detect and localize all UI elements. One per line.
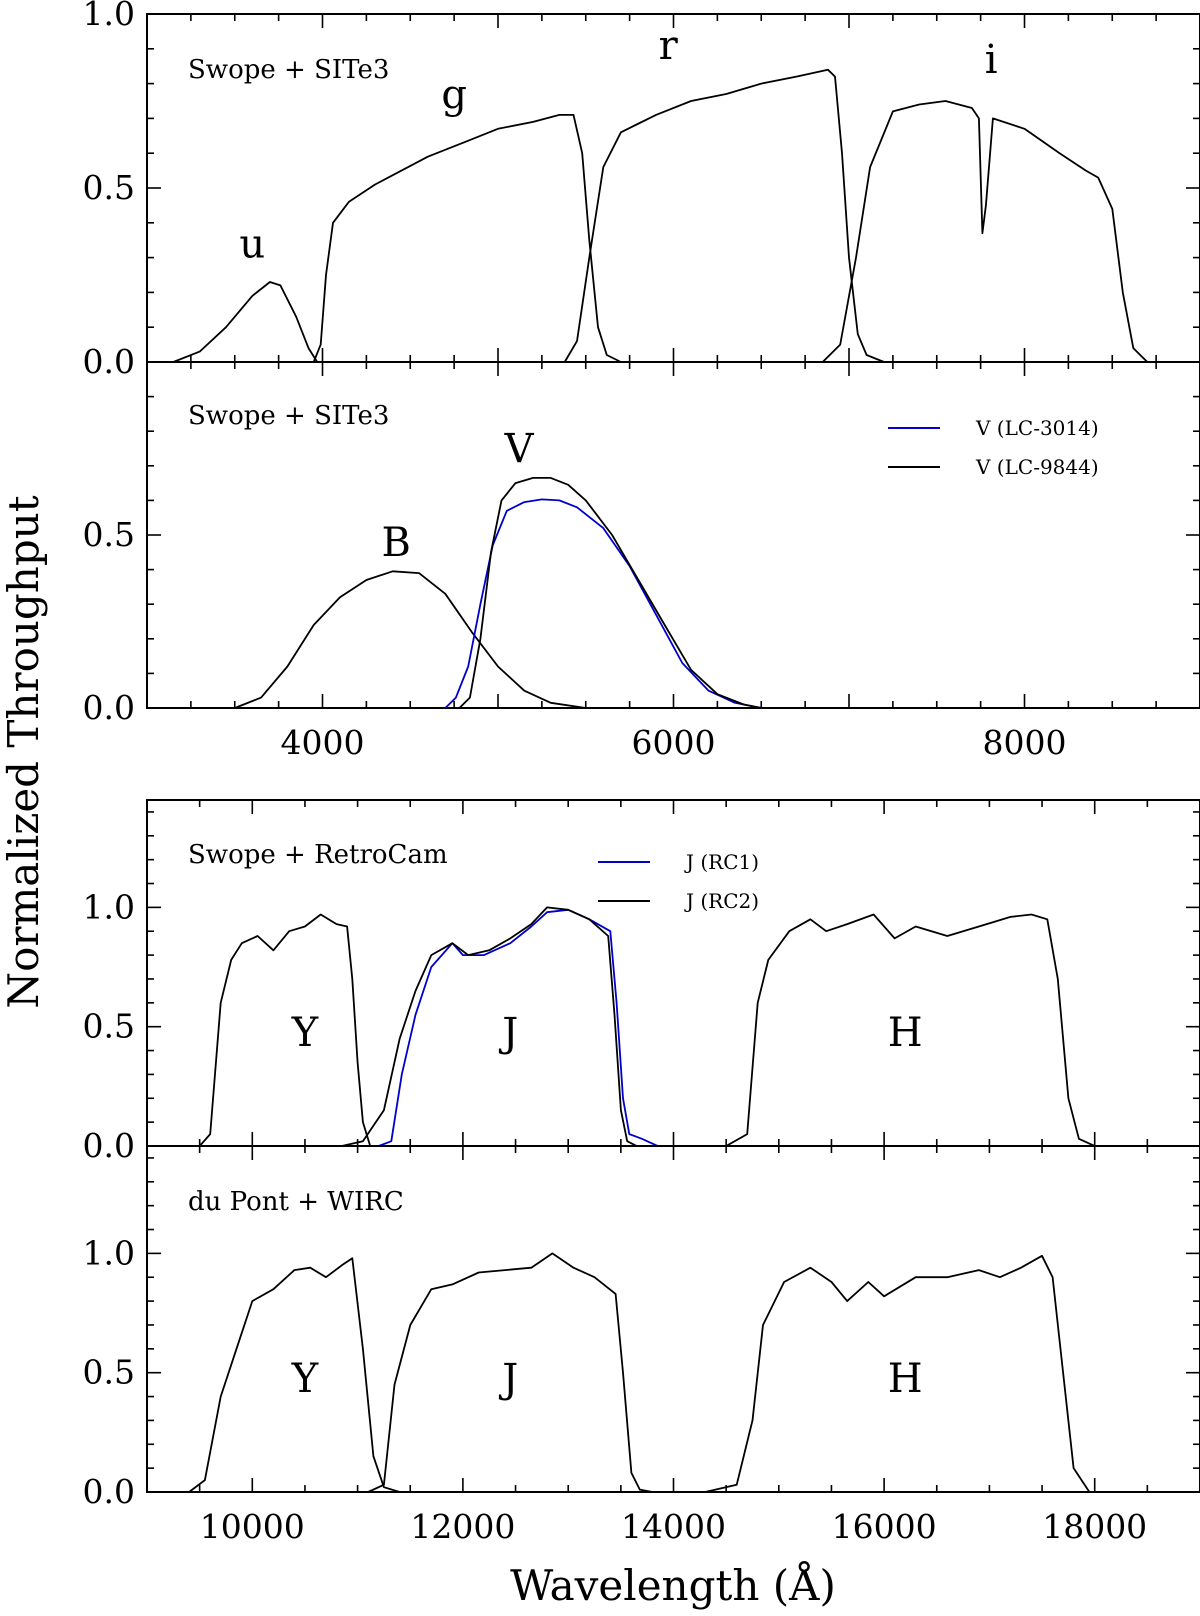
band-labels: BV — [382, 426, 535, 565]
legend-entry: V (LC-3014) — [975, 416, 1099, 440]
series-b-curve — [234, 570, 586, 709]
series-j-rc1--curve — [378, 908, 659, 1147]
series-j-curve — [367, 1252, 653, 1493]
band-label-r: r — [659, 23, 679, 69]
y-tick-labels: 0.0 0.5 1.0 — [83, 1233, 135, 1511]
x-axis-label: Wavelength (Å) — [510, 1560, 836, 1610]
x-tick-label: 10000 — [200, 1507, 305, 1546]
series-j-rc2--curve — [341, 906, 638, 1147]
series-r-curve — [563, 68, 885, 363]
x-tick-labels: 4000 6000 8000 — [281, 723, 1067, 762]
band-label-y: Y — [291, 1010, 319, 1056]
band-label-u: u — [239, 222, 265, 268]
x-tick-label: 16000 — [832, 1507, 937, 1546]
band-label-h: H — [888, 1356, 923, 1402]
y-axis-label: Normalized Throughput — [0, 495, 48, 1008]
series-y-curve — [199, 913, 372, 1147]
series-y-curve — [188, 1257, 400, 1493]
x-tick-label: 8000 — [983, 723, 1067, 762]
band-label-i: i — [985, 37, 998, 83]
y-tick-label: 0.0 — [83, 342, 135, 381]
x-tick-label: 4000 — [281, 723, 365, 762]
panel-swope-site3-bv: BV Swope + SITe3 0.00.5 4000 6000 8000 V (… — [83, 361, 1200, 762]
series-v-lc-3014--curve — [444, 498, 762, 709]
x-tick-label: 18000 — [1042, 1507, 1147, 1546]
legend-entry: J (RC2) — [684, 889, 759, 913]
band-labels: u g r i — [239, 23, 997, 267]
panel-title: Swope + SITe3 — [188, 401, 389, 431]
y-tick-label: 1.0 — [83, 887, 135, 926]
x-tick-label: 6000 — [632, 723, 716, 762]
band-label-v: V — [504, 426, 535, 472]
panel-title: Swope + RetroCam — [188, 840, 448, 870]
y-tick-labels: 0.0 0.5 1.0 — [83, 887, 135, 1165]
series-h-curve — [704, 1254, 1091, 1493]
y-tick-label: 1.0 — [83, 0, 135, 33]
series-v-lc-9844--curve — [458, 477, 762, 709]
legend-entry: J (RC1) — [684, 850, 759, 874]
x-tick-label: 14000 — [621, 1507, 726, 1546]
series-g-curve — [312, 114, 622, 363]
legend: J (RC1) J (RC2) — [598, 850, 759, 913]
y-tick-labels: 0.0 0.5 1.0 — [83, 0, 135, 381]
y-tick-label: 0.0 — [83, 1472, 135, 1511]
y-tick-labels: 0.0 0.5 — [83, 515, 135, 727]
y-tick-label: 0.0 — [83, 688, 135, 727]
legend-entry: V (LC-9844) — [975, 455, 1099, 479]
x-tick-labels: 10000 12000 14000 16000 18000 — [200, 1507, 1147, 1546]
series-layer — [172, 68, 1148, 363]
panel-title: du Pont + WIRC — [188, 1187, 404, 1217]
band-label-b: B — [382, 520, 411, 566]
band-label-h: H — [888, 1010, 923, 1056]
series-layer — [188, 1252, 1091, 1493]
tick-marks — [146, 1146, 1200, 1493]
series-layer — [234, 477, 762, 709]
y-tick-label: 0.0 — [83, 1126, 135, 1165]
series-i-curve — [822, 100, 1148, 363]
y-tick-label: 0.5 — [83, 515, 135, 554]
x-tick-label: 12000 — [410, 1507, 515, 1546]
series-h-curve — [725, 913, 1096, 1147]
band-label-j: J — [498, 1356, 518, 1402]
y-tick-label: 0.5 — [83, 1007, 135, 1046]
legend: V (LC-3014) V (LC-9844) — [888, 416, 1099, 479]
y-tick-label: 1.0 — [83, 1233, 135, 1272]
y-tick-label: 0.5 — [83, 168, 135, 207]
tick-marks — [146, 361, 1200, 709]
series-layer — [199, 906, 1096, 1147]
panel-title: Swope + SITe3 — [188, 55, 389, 85]
band-label-j: J — [498, 1010, 518, 1056]
band-label-y: Y — [291, 1356, 319, 1402]
band-label-g: g — [441, 72, 467, 118]
series-u-curve — [172, 281, 318, 363]
panel-swope-site3-ugri: u g r i Swope + SITe3 0.0 0.5 1.0 — [83, 0, 1200, 381]
tick-marks — [146, 800, 1200, 1147]
y-tick-label: 0.5 — [83, 1353, 135, 1392]
